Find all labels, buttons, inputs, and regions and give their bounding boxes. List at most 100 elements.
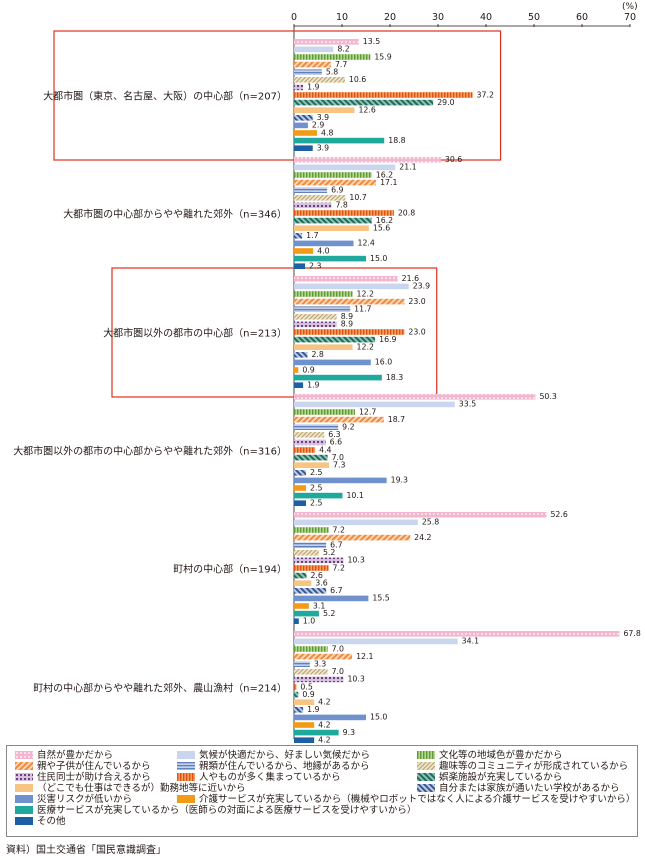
legend-swatch <box>15 817 33 825</box>
data-label: 3.6 <box>315 579 327 588</box>
data-label: 24.2 <box>414 533 431 542</box>
bar <box>294 344 353 350</box>
data-label: 29.0 <box>437 98 454 107</box>
bar <box>294 527 329 533</box>
bar <box>294 130 318 136</box>
data-label: 50.3 <box>539 392 556 401</box>
bar <box>294 157 441 163</box>
data-label: 2.5 <box>310 483 322 492</box>
bar <box>294 336 376 343</box>
legend-swatch <box>417 773 435 781</box>
highlight-box <box>111 267 438 398</box>
bar <box>294 684 297 690</box>
bar <box>294 255 366 262</box>
bar <box>294 314 337 320</box>
x-tick-label: 10 <box>336 12 348 23</box>
bar <box>294 565 329 571</box>
data-label: 4.2 <box>318 736 330 745</box>
bar <box>294 210 394 216</box>
data-label: 6.7 <box>330 541 342 550</box>
bar <box>294 424 339 430</box>
data-label: 15.0 <box>370 713 387 722</box>
data-label: 3.9 <box>317 144 329 153</box>
data-label: 15.6 <box>373 224 390 233</box>
bar <box>294 172 372 178</box>
legend-swatch <box>15 751 33 759</box>
bar <box>294 699 315 705</box>
legend-swatch <box>177 751 195 759</box>
data-label: 11.7 <box>354 305 371 314</box>
data-label: 1.9 <box>307 705 319 714</box>
bar <box>294 492 343 499</box>
bar <box>294 84 304 91</box>
bar <box>294 164 396 171</box>
legend-label: 親類が住んでいるから、地縁があるから <box>199 761 370 772</box>
x-tick-label: 40 <box>480 12 492 23</box>
bar <box>294 485 306 491</box>
legend-swatch <box>15 773 33 781</box>
data-label: 16.9 <box>379 335 396 344</box>
data-label: 6.7 <box>330 586 342 595</box>
bar <box>294 439 326 446</box>
bar <box>294 233 303 239</box>
bar <box>294 283 409 290</box>
legend-swatch <box>417 762 435 770</box>
x-tick-label: 50 <box>528 12 540 23</box>
bar-chart: (%) 0 10 20 30 40 50 60 70 大都市圏（東京、名古屋、大阪）の中心部（n=… <box>13 2 641 745</box>
data-label: 2.8 <box>311 350 323 359</box>
bar <box>294 291 353 297</box>
bar <box>294 580 312 586</box>
data-label: 12.7 <box>359 407 376 416</box>
legend-label: 災害リスクが低いから <box>37 794 133 805</box>
data-label: 12.4 <box>358 239 375 248</box>
data-label: 13.5 <box>363 37 380 46</box>
bar <box>294 217 372 224</box>
bar <box>294 610 319 617</box>
legend-label: 文化等の地域色が豊かだから <box>439 750 563 761</box>
bar <box>294 572 307 579</box>
data-label: 6.3 <box>328 430 340 439</box>
bar <box>294 306 351 312</box>
data-label: 2.6 <box>310 571 322 580</box>
bar <box>294 145 313 151</box>
data-label: 18.8 <box>388 136 405 145</box>
data-label: 6.9 <box>331 186 343 195</box>
data-label: 19.3 <box>391 476 408 485</box>
data-label: 1.9 <box>307 83 319 92</box>
data-label: 23.0 <box>408 327 425 336</box>
bar <box>294 46 334 53</box>
data-label: 17.1 <box>380 178 397 187</box>
x-tick-label: 30 <box>432 12 444 23</box>
axis-unit: (%) <box>622 2 638 12</box>
bar <box>294 557 344 564</box>
legend-label: 娯楽施設が充実しているから <box>439 772 563 783</box>
data-label: 25.8 <box>422 518 439 527</box>
data-label: 12.1 <box>356 652 373 661</box>
data-label: 18.3 <box>386 373 403 382</box>
bar <box>294 352 308 358</box>
bar <box>294 99 434 106</box>
category-label: 大都市圏以外の都市の中心部からやや離れた郊外（n=316） <box>13 445 287 458</box>
data-label: 12.2 <box>357 289 374 298</box>
bar <box>294 661 310 667</box>
bar <box>294 409 355 415</box>
bar <box>294 92 473 98</box>
data-label: 30.6 <box>445 155 462 164</box>
data-label: 15.5 <box>372 594 389 603</box>
source-note: 資料）国土交通省「国民意識調査」 <box>6 845 166 856</box>
data-label: 7.0 <box>332 644 344 653</box>
bar <box>294 416 384 423</box>
bar <box>294 432 325 438</box>
data-label: 10.7 <box>349 193 366 202</box>
bar <box>294 534 411 541</box>
bar <box>294 202 332 209</box>
data-label: 8.9 <box>341 312 353 321</box>
data-label: 18.7 <box>388 415 405 424</box>
category-label: 大都市圏（東京、名古屋、大阪）の中心部（n=207） <box>43 90 287 103</box>
bar <box>294 77 345 83</box>
bar <box>294 195 346 201</box>
bar <box>294 179 377 186</box>
data-label: 21.1 <box>399 163 416 172</box>
legend-label: 自然が豊かだから <box>37 750 114 761</box>
data-label: 3.9 <box>317 113 329 122</box>
